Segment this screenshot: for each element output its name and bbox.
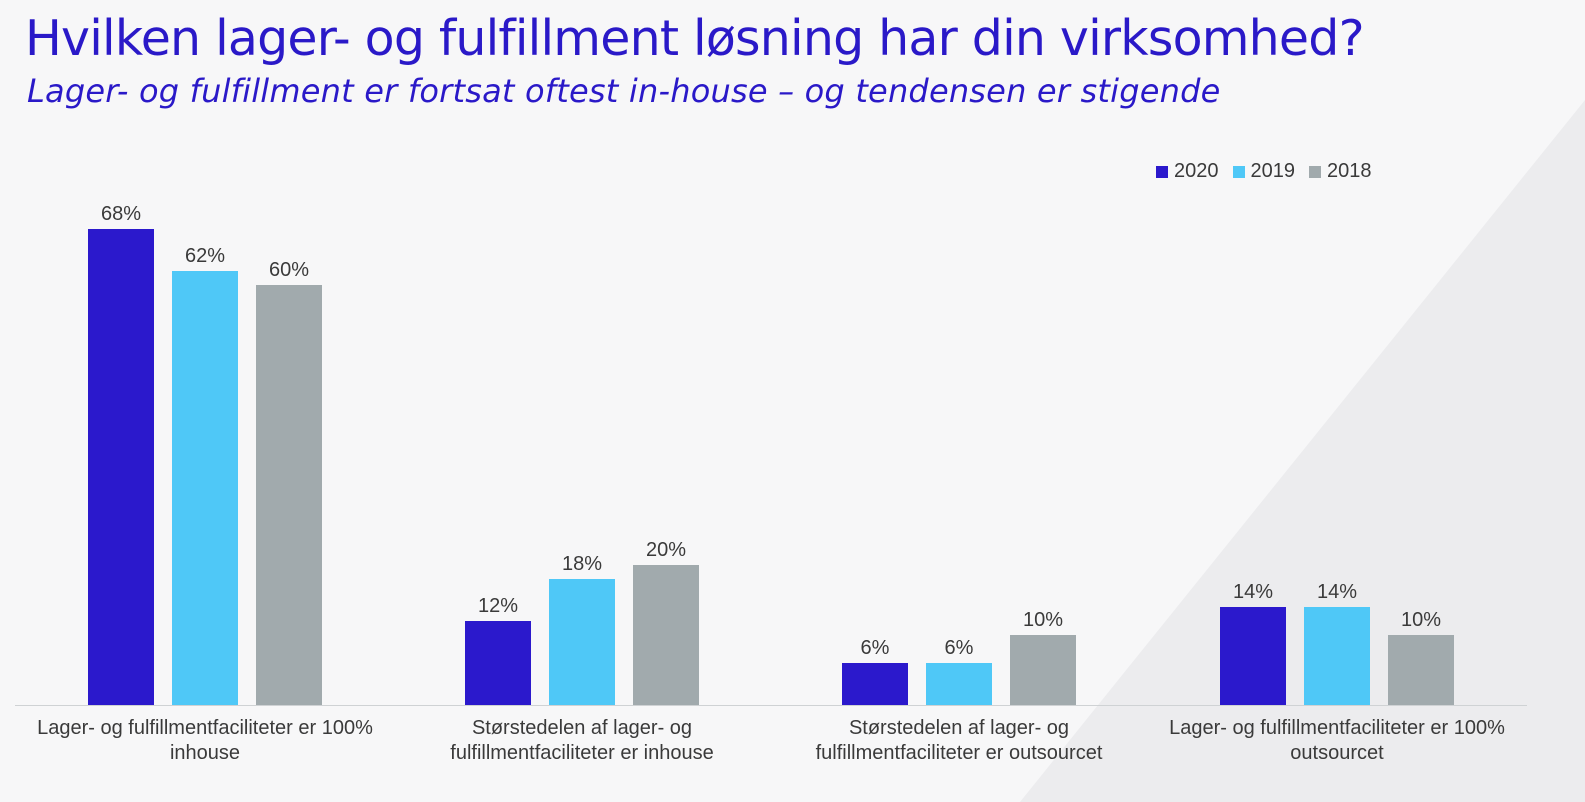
data-label-2020-category-2: 12% <box>478 595 518 617</box>
bar-2020-category-1 <box>88 229 154 705</box>
data-label-2019-category-2: 18% <box>562 553 602 575</box>
page-subtitle: Lager- og fulfillment er fortsat oftest … <box>27 72 1221 110</box>
chart-legend: 2020 2019 2018 <box>1156 160 1372 183</box>
legend-label-2018: 2018 <box>1327 160 1372 182</box>
legend-swatch-2018 <box>1309 165 1321 178</box>
bar-2020-category-2 <box>465 621 531 705</box>
page-title: Hvilken lager- og fulfillment løsning ha… <box>25 10 1365 67</box>
data-label-2019-category-3: 6% <box>945 637 974 659</box>
bar-2020-category-3 <box>842 663 908 705</box>
bar-2019-category-3 <box>926 663 992 705</box>
category-label-3: Størstedelen af lager- og fulfillmentfac… <box>815 717 1103 764</box>
legend-item-2020: 2020 <box>1156 160 1219 183</box>
bar-2018-category-1 <box>256 285 322 705</box>
legend-item-2018: 2018 <box>1309 160 1372 183</box>
data-label-2019-category-1: 62% <box>185 245 225 267</box>
legend-item-2019: 2019 <box>1232 160 1296 183</box>
legend-swatch-2019 <box>1232 165 1245 178</box>
category-label-4: Lager- og fulfillmentfaciliteter er 100%… <box>1169 717 1505 764</box>
legend-swatch-2020 <box>1156 165 1168 178</box>
data-label-2020-category-3: 6% <box>861 637 890 659</box>
bar-2019-category-2 <box>549 579 615 705</box>
category-label-2: Størstedelen af lager- og fulfillmentfac… <box>450 717 714 764</box>
bar-2018-category-4 <box>1388 635 1454 705</box>
data-label-2018-category-4: 10% <box>1401 609 1441 631</box>
bar-2019-category-1 <box>172 271 238 705</box>
bar-2018-category-3 <box>1010 635 1076 705</box>
bar-2019-category-4 <box>1304 607 1370 705</box>
category-label-1: Lager- og fulfillmentfaciliteter er 100%… <box>37 717 373 764</box>
data-label-2018-category-2: 20% <box>646 539 686 561</box>
legend-label-2020: 2020 <box>1174 160 1219 182</box>
data-label-2020-category-1: 68% <box>101 203 141 225</box>
legend-label-2019: 2019 <box>1250 160 1296 182</box>
data-label-2018-category-3: 10% <box>1023 609 1063 631</box>
bar-2018-category-2 <box>633 565 699 705</box>
data-label-2020-category-4: 14% <box>1233 581 1273 603</box>
data-label-2019-category-4: 14% <box>1317 581 1357 603</box>
data-label-2018-category-1: 60% <box>269 259 309 281</box>
bar-2020-category-4 <box>1220 607 1286 705</box>
